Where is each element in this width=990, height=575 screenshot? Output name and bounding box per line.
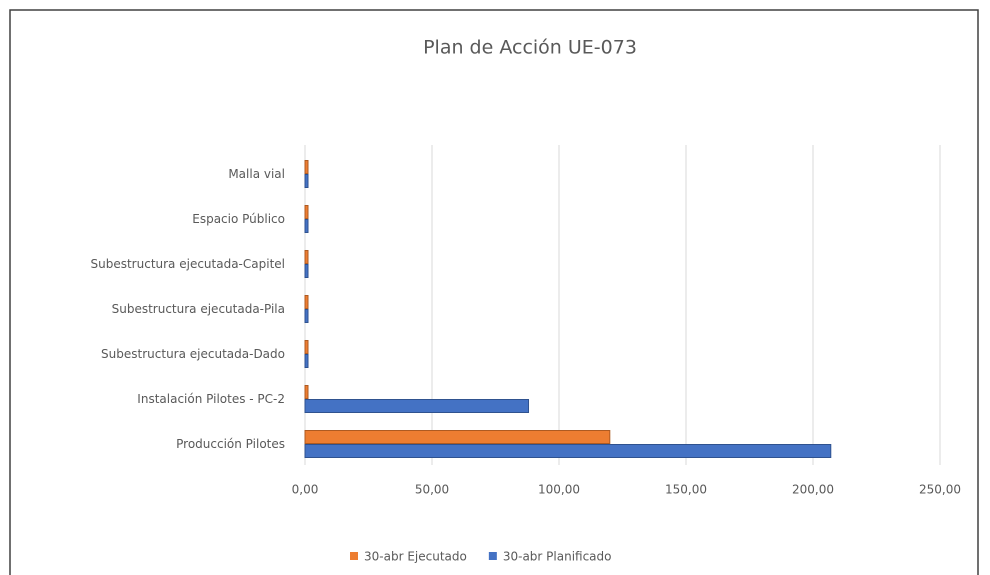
x-tick-label: 200,00 <box>792 483 834 497</box>
bar <box>304 340 309 354</box>
bar <box>304 160 309 174</box>
y-tick-label: Malla vial <box>228 167 285 181</box>
bar <box>304 205 309 219</box>
x-tick-label: 0,00 <box>292 483 319 497</box>
y-tick-label: Subestructura ejecutada-Capitel <box>91 257 286 271</box>
x-tick-label: 250,00 <box>919 483 961 497</box>
bar <box>304 295 309 309</box>
legend-label: 30-abr Planificado <box>503 550 612 564</box>
y-tick-label: Espacio Público <box>192 212 285 226</box>
chart-frame <box>9 9 979 575</box>
bar <box>304 354 309 368</box>
x-tick-label: 100,00 <box>538 483 580 497</box>
bar <box>304 399 530 413</box>
chart-title: Plan de Acción UE-073 <box>423 37 637 59</box>
bar <box>304 264 309 278</box>
legend-swatch <box>350 552 358 560</box>
bar <box>304 219 309 233</box>
x-tick-label: 50,00 <box>415 483 449 497</box>
bar <box>304 250 309 264</box>
bar <box>304 444 832 458</box>
bar <box>304 309 309 323</box>
y-tick-label: Subestructura ejecutada-Pila <box>112 302 285 316</box>
y-tick-label: Subestructura ejecutada-Dado <box>101 347 285 361</box>
bar <box>304 174 309 188</box>
y-tick-label: Instalación Pilotes - PC-2 <box>137 392 285 406</box>
bar <box>304 430 611 444</box>
x-tick-label: 150,00 <box>665 483 707 497</box>
legend-label: 30-abr Ejecutado <box>364 550 467 564</box>
bar <box>304 385 309 399</box>
legend-swatch <box>488 552 497 560</box>
y-tick-label: Producción Pilotes <box>176 437 285 451</box>
